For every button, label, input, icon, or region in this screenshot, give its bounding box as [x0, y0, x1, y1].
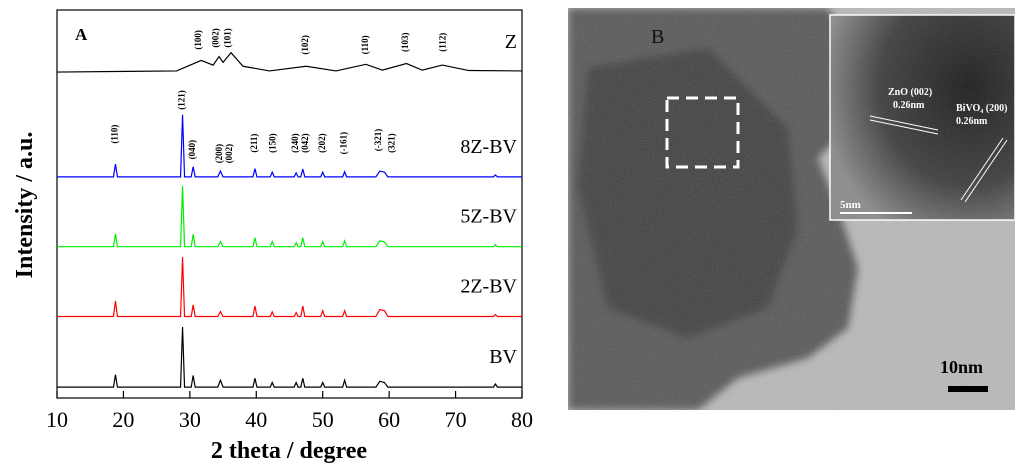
chart: A 2 theta / degree Intensity / a.u. 10 20… — [0, 0, 560, 471]
scale-label: 10nm — [940, 357, 983, 377]
peak-label: (121) — [177, 90, 187, 110]
panel-label: A — [75, 25, 88, 44]
bivo-label: BiVO₄ (200) — [956, 103, 1007, 114]
peak-label: (321) — [387, 133, 397, 153]
peak-label: (202) — [317, 133, 327, 153]
peak-label: (042) — [300, 133, 310, 153]
series-line — [57, 327, 522, 387]
peak-label: (-321) — [373, 129, 383, 152]
peak-label: (211) — [249, 134, 259, 153]
series-label: 8Z-BV — [460, 136, 517, 158]
y-axis-label: Intensity / a.u. — [12, 132, 38, 279]
series-label: 5Z-BV — [460, 206, 517, 228]
x-tick-label: 30 — [179, 407, 201, 432]
x-tick-label: 40 — [245, 407, 267, 432]
x-tick-label: 10 — [46, 407, 68, 432]
inset-scale-label: 5nm — [840, 199, 861, 211]
series-label: 2Z-BV — [460, 276, 517, 298]
peak-label: (002) — [210, 28, 220, 48]
series-line — [57, 186, 522, 247]
peak-label: (200) — [214, 144, 224, 164]
peak-label: (002) — [224, 144, 234, 164]
peak-label: (110) — [360, 35, 370, 54]
peak-label: (240) — [290, 133, 300, 153]
peak-label: (100) — [193, 30, 203, 50]
peak-label: (112) — [438, 33, 448, 52]
tem-image: B ZnO (002) 0.26nm BiVO₄ (200) 0.26nm 5n… — [568, 8, 1015, 410]
x-tick-label: 50 — [312, 407, 334, 432]
bivo-spacing: 0.26nm — [956, 116, 988, 127]
scale-bar — [948, 386, 988, 392]
zno-spacing: 0.26nm — [893, 100, 925, 111]
peak-label: (101) — [222, 28, 232, 48]
peak-label: (040) — [187, 140, 197, 160]
zno-label: ZnO (002) — [888, 87, 932, 98]
x-tick-label: 60 — [378, 407, 400, 432]
x-axis-label: 2 theta / degree — [211, 438, 368, 464]
inset-scale-bar — [840, 212, 912, 214]
peak-label: (103) — [400, 32, 410, 52]
series-line — [57, 53, 522, 72]
peak-label: (150) — [268, 133, 278, 153]
x-tick-label: 20 — [112, 407, 134, 432]
series-label: BV — [489, 346, 517, 368]
series-label: Z — [505, 31, 517, 53]
x-tick-label: 80 — [511, 407, 533, 432]
peak-label: (-161) — [339, 132, 349, 155]
panel-label: B — [651, 26, 664, 48]
peak-label: (102) — [300, 35, 310, 55]
page: {"chart_data": {"type": "line", "panel_l… — [0, 0, 1015, 471]
series-line — [57, 257, 522, 316]
peak-label: (110) — [110, 125, 120, 144]
x-tick-label: 70 — [445, 407, 467, 432]
